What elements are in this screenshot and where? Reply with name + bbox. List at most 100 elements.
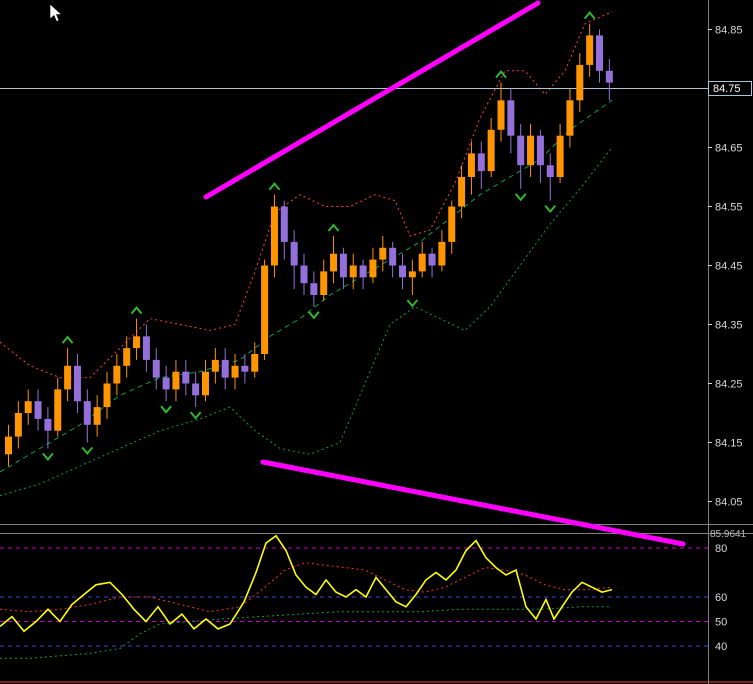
price-axis-label: 84.35 <box>715 320 743 332</box>
signal-arrow-down-icon <box>406 299 419 308</box>
candle-body <box>418 253 426 272</box>
candle-body <box>231 365 239 378</box>
indicator-main-line <box>0 534 613 633</box>
price-axis-label: 84.65 <box>715 143 743 155</box>
candle-body <box>556 135 564 177</box>
candle-body <box>24 401 32 413</box>
price-axis-label: 84.05 <box>715 497 743 509</box>
signal-arrows <box>42 11 596 461</box>
candle-body <box>54 389 62 431</box>
mouse-cursor-icon <box>49 3 63 22</box>
candle-body <box>546 165 554 177</box>
candle-body <box>507 100 515 136</box>
candle-body <box>497 100 505 130</box>
candle-body <box>211 359 219 372</box>
candle-body <box>349 265 357 278</box>
candle-body <box>93 407 101 425</box>
candle-body <box>152 359 160 378</box>
price-axis-label: 84.15 <box>715 438 743 450</box>
candlestick-series <box>5 23 613 467</box>
signal-arrow-down-icon <box>81 446 94 456</box>
candle-body <box>261 265 269 354</box>
price-axis[interactable]: 84.8584.7584.6584.5584.4584.3584.2584.15… <box>708 0 743 684</box>
candle-body <box>103 383 111 408</box>
signal-arrow-down-icon <box>308 311 320 320</box>
candle-body <box>389 247 397 266</box>
indicator-panel-layer[interactable] <box>0 534 708 659</box>
candle-body <box>359 265 367 278</box>
current-price-label: 84.75 <box>708 81 752 96</box>
indicator-slow-line <box>0 606 612 659</box>
candle-body <box>241 365 249 372</box>
candle-body <box>339 253 347 278</box>
candle-body <box>487 129 495 172</box>
signal-arrow-down-icon <box>514 193 527 202</box>
indicator-axis-label: 40 <box>715 641 727 653</box>
indicator-axis-label: 80 <box>715 543 727 555</box>
candle-body <box>438 241 446 266</box>
candle-body <box>605 70 613 83</box>
price-axis-label: 84.55 <box>715 202 743 214</box>
price-axis-label: 84.85 <box>715 25 743 37</box>
candle-body <box>566 100 574 136</box>
candle-body <box>162 377 170 390</box>
candle-body <box>5 436 12 455</box>
candle-body <box>379 247 387 260</box>
candle-body <box>172 371 180 390</box>
signal-arrow-up-icon <box>583 11 596 20</box>
candle-body <box>44 418 52 431</box>
trendline-lower-channel[interactable] <box>260 459 686 547</box>
indicator-axis-label: 50 <box>715 617 727 629</box>
candle-body <box>576 64 584 101</box>
candle-body <box>14 413 22 437</box>
indicator-value-label: 85.9641 <box>710 529 747 540</box>
candle-body <box>73 365 81 402</box>
candle-body <box>182 371 190 384</box>
candle-body <box>428 253 436 266</box>
candle-body <box>142 336 150 360</box>
candle-body <box>270 206 278 266</box>
candle-body <box>123 348 131 366</box>
candle-body <box>221 359 229 378</box>
candle-body <box>536 135 544 166</box>
candle-body <box>202 371 209 396</box>
candle-body <box>477 153 485 172</box>
trendline-upper-channel[interactable] <box>203 0 541 200</box>
signal-arrow-up-icon <box>327 223 340 232</box>
candle-body <box>251 354 259 372</box>
candle-body <box>330 253 338 272</box>
candle-body <box>64 365 72 390</box>
candle-body <box>399 265 406 278</box>
candle-body <box>34 401 42 419</box>
candle-body <box>408 271 416 278</box>
signal-arrow-up-icon <box>268 182 281 191</box>
candle-body <box>310 283 318 295</box>
indicator-axis-label: 60 <box>715 592 727 604</box>
signal-arrow-down-icon <box>42 452 54 461</box>
candle-body <box>133 336 141 349</box>
candle-body <box>320 271 328 295</box>
ma-middle-line <box>0 99 613 473</box>
signal-arrow-down-icon <box>544 204 557 214</box>
candle-body <box>290 241 298 266</box>
main-chart-layer[interactable] <box>0 11 708 497</box>
price-axis-label: 84.25 <box>715 379 743 391</box>
candle-body <box>280 206 288 242</box>
signal-arrow-up-icon <box>495 70 507 79</box>
candle-body <box>517 135 525 166</box>
candle-body <box>586 35 594 65</box>
indicator-signal-line <box>0 562 613 613</box>
candle-body <box>113 365 121 384</box>
candle-body <box>192 383 200 396</box>
candle-body <box>467 153 475 177</box>
candle-body <box>300 265 308 284</box>
candle-body <box>369 259 377 278</box>
candle-body <box>448 206 456 242</box>
price-axis-label: 84.45 <box>715 261 743 273</box>
candle-body <box>458 177 466 207</box>
signal-arrow-up-icon <box>61 335 74 344</box>
candle-body <box>596 35 603 71</box>
signal-arrow-down-icon <box>160 405 172 414</box>
